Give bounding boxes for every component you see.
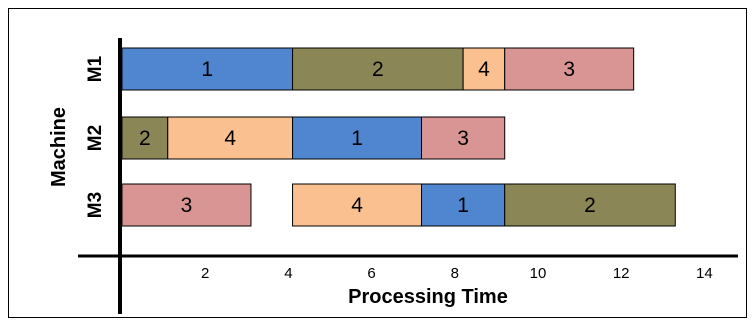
- task-label-m2-job-4: 4: [224, 127, 236, 150]
- x-tick-label: 2: [201, 265, 209, 282]
- task-bar-m1-job-4: [462, 47, 506, 91]
- task-label-m1-job-1: 1: [201, 58, 213, 81]
- task-bar-m2-job-4: [167, 116, 294, 160]
- task-bar-m2-job-3: [421, 116, 506, 160]
- task-label-m1-job-2: 2: [372, 58, 384, 81]
- task-label-m1-job-3: 3: [563, 58, 575, 81]
- task-bar-m3-job-2: [504, 183, 676, 227]
- task-bar-m1-job-1: [121, 47, 294, 91]
- x-tick-label: 6: [367, 265, 375, 282]
- x-tick-label: 4: [284, 265, 292, 282]
- x-tick-label: 8: [451, 265, 459, 282]
- task-bar-m3-job-3: [121, 183, 252, 227]
- machine-label-m1: M1: [85, 55, 106, 82]
- task-bar-m1-job-3: [504, 47, 635, 91]
- task-label-m3-job-2: 2: [584, 194, 596, 217]
- x-axis-title: Processing Time: [348, 286, 508, 308]
- task-label-m2-job-3: 3: [457, 127, 469, 150]
- machine-labels-layer: M1 M2 M3: [85, 55, 106, 218]
- task-label-m3-job-4: 4: [351, 194, 363, 217]
- x-tick-label: 14: [696, 265, 713, 282]
- y-axis-title: Machine: [48, 107, 70, 187]
- x-tick-label: 12: [613, 265, 630, 282]
- task-label-m2-job-1: 1: [351, 127, 363, 150]
- machine-label-m3: M3: [85, 192, 106, 218]
- task-bar-m2-job-2: [121, 116, 169, 160]
- task-label-m3-job-3: 3: [181, 194, 193, 217]
- task-bar-m3-job-1: [421, 183, 506, 227]
- x-ticks-layer: 2 4 6 8 10 12 14: [201, 265, 713, 282]
- bars-layer: 1 2 4 3 2 4 1 3 3 4 1 2: [121, 47, 676, 227]
- task-bar-m2-job-1: [292, 116, 423, 160]
- x-tick-label: 10: [530, 265, 547, 282]
- machine-label-m2: M2: [85, 125, 106, 151]
- task-label-m3-job-1: 1: [457, 194, 469, 217]
- task-label-m1-job-4: 4: [478, 58, 490, 81]
- task-bar-m3-job-4: [292, 183, 423, 227]
- task-label-m2-job-2: 2: [139, 127, 151, 150]
